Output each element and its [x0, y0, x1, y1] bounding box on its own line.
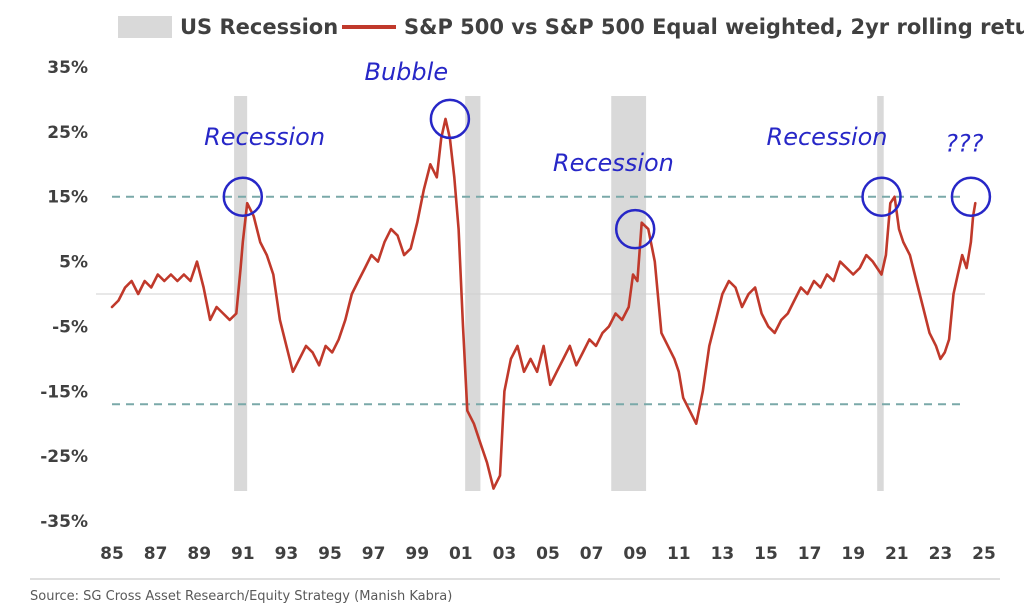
series-line [110, 117, 977, 490]
x-tick-label: 87 [144, 544, 168, 564]
y-tick-label: -35% [40, 512, 88, 532]
x-tick-label: 91 [231, 544, 255, 564]
y-tick-label: -25% [40, 447, 88, 467]
annotation-circle [614, 208, 656, 250]
x-tick-label: 15 [754, 544, 778, 564]
annotations: Recession Bubble Recession Recession??? [204, 58, 992, 250]
annotation-circle [429, 98, 471, 140]
x-tick-label: 03 [493, 544, 517, 564]
x-axis-tick-labels: 85 87 89 91 93 95 97 99 01 03 05 07 09 11 13 15 17 19 21 23… [100, 544, 996, 564]
legend: US Recession S&P 500 vs S&P 500 Equal we… [118, 15, 1024, 39]
y-tick-label: 35% [47, 58, 88, 78]
x-tick-label: 93 [275, 544, 299, 564]
annotation-label: Recession [553, 149, 674, 177]
annotation-circle [222, 176, 264, 217]
legend-series-label: S&P 500 vs S&P 500 Equal weighted, 2yr r… [404, 15, 1024, 39]
x-tick-label: 97 [362, 544, 386, 564]
x-tick-label: 05 [536, 544, 560, 564]
x-tick-label: 95 [318, 544, 342, 564]
x-tick-label: 17 [798, 544, 822, 564]
source-note: Source: SG Cross Asset Research/Equity S… [30, 589, 452, 604]
x-tick-label: 07 [580, 544, 604, 564]
x-tick-label: 25 [972, 544, 996, 564]
y-tick-label: 5% [59, 253, 88, 273]
x-tick-label: 89 [187, 544, 211, 564]
annotation-label: Bubble [365, 58, 449, 86]
y-axis-tick-labels: 35% 25% 15% 5% -5% -15% -25% -35% [40, 58, 88, 532]
x-tick-label: 09 [623, 544, 647, 564]
legend-recession-swatch [118, 16, 172, 38]
x-tick-label: 11 [667, 544, 691, 564]
y-tick-label: 25% [47, 123, 88, 143]
annotation-label: ??? [945, 129, 983, 157]
y-tick-label: -5% [52, 317, 88, 337]
reference-lines [112, 195, 966, 406]
annotation-circle [861, 176, 902, 217]
x-tick-label: 19 [841, 544, 865, 564]
y-tick-label: 15% [47, 188, 88, 208]
x-tick-label: 85 [100, 544, 124, 564]
x-tick-label: 23 [929, 544, 953, 564]
x-tick-label: 13 [711, 544, 735, 564]
x-tick-label: 99 [405, 544, 429, 564]
series [110, 117, 977, 490]
x-tick-label: 01 [449, 544, 473, 564]
annotation-label: Recession [204, 123, 325, 151]
annotation-circle [950, 176, 992, 217]
y-tick-label: -15% [40, 382, 88, 402]
annotation-label: Recession [767, 123, 888, 151]
legend-recession-label: US Recession [180, 15, 338, 39]
x-tick-label: 21 [885, 544, 909, 564]
